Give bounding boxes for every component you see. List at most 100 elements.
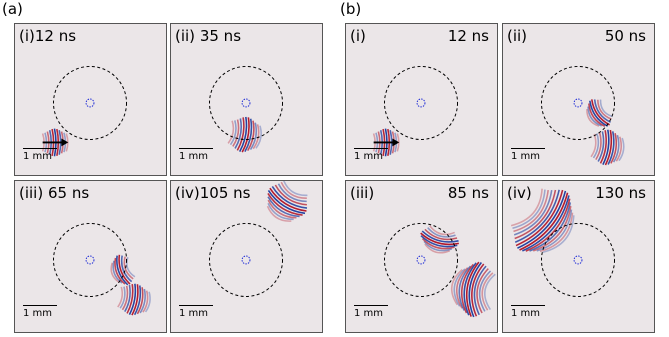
wave-packet	[420, 225, 459, 254]
wavefront	[590, 99, 610, 126]
wave-packet	[227, 116, 262, 153]
wavefront	[423, 240, 453, 252]
wavefront	[597, 99, 612, 120]
wavefront	[121, 285, 129, 311]
wavefront	[420, 232, 459, 246]
wavefront	[274, 184, 307, 206]
wavefront	[277, 183, 307, 203]
wavefront	[126, 257, 136, 278]
wavefront	[241, 117, 250, 153]
panel-tag: (i)	[350, 27, 366, 45]
panel-tag: (iii)	[19, 184, 44, 202]
wavefront	[468, 262, 482, 318]
scale-bar	[179, 305, 213, 306]
wavefront	[267, 202, 294, 221]
wavefront	[513, 189, 549, 233]
wave-packet	[590, 129, 625, 166]
wavefront	[266, 205, 292, 222]
wavefront	[587, 106, 602, 127]
wavefront	[514, 189, 557, 240]
panel-time: 35 ns	[199, 27, 242, 45]
wave-field-svg	[52, 222, 151, 316]
wavefront	[124, 284, 131, 313]
panel-tag: (ii)	[175, 27, 196, 45]
wavefront	[586, 109, 600, 127]
wavefront	[599, 99, 613, 118]
panel-tag: (i)	[19, 27, 35, 45]
wavefront	[522, 195, 570, 252]
boundary-ring	[208, 65, 284, 140]
wavefront	[473, 265, 487, 316]
panel-tag: (iv)	[175, 184, 200, 202]
boundary-ring	[540, 65, 616, 140]
boundary-ring	[52, 222, 128, 297]
wavefront	[144, 291, 151, 313]
wavefront	[117, 286, 124, 308]
boundary-ring	[383, 222, 459, 297]
wavefront	[116, 255, 129, 286]
wavefront	[463, 262, 477, 316]
wavefront	[142, 290, 149, 313]
wave-field-svg	[208, 181, 308, 297]
wavefront	[267, 193, 303, 216]
wavefront	[244, 118, 253, 153]
wavefront	[232, 119, 240, 147]
panel-a-iii: (iii) 65 ns 1 mm	[14, 180, 167, 333]
wave-packet	[451, 261, 496, 318]
boundary-ring	[540, 222, 616, 297]
wavefront	[592, 133, 600, 159]
wavefront	[267, 199, 297, 219]
wavefront	[529, 202, 572, 252]
wavefront	[429, 225, 455, 236]
scale-label: 1 mm	[511, 151, 541, 162]
wave-field-svg	[372, 65, 459, 157]
wavefront	[269, 187, 307, 212]
wavefront	[110, 262, 120, 284]
wavefront	[514, 189, 560, 243]
scale-label: 1 mm	[511, 308, 541, 319]
wavefront	[427, 227, 456, 238]
core-circle	[416, 98, 426, 108]
panel-tag: (iv)	[507, 184, 532, 202]
wavefront	[512, 189, 546, 230]
wavefront	[267, 190, 306, 215]
wavefront	[476, 268, 489, 314]
wavefront	[227, 120, 235, 144]
core-circle	[85, 98, 95, 108]
wavefront	[456, 267, 469, 309]
wave-packet	[266, 181, 308, 222]
wavefront	[465, 261, 480, 317]
wave-packet	[117, 283, 151, 316]
scale-label: 1 mm	[354, 151, 384, 162]
wavefront	[481, 272, 494, 311]
wavefront	[604, 129, 613, 166]
panel-a-iv: (iv)105 ns 1 mm	[170, 180, 323, 333]
wavefront	[513, 190, 553, 236]
core-circle	[85, 255, 95, 265]
core-circle	[241, 98, 251, 108]
wavefront	[593, 99, 611, 123]
wavefront	[484, 273, 496, 310]
wave-field-svg	[41, 65, 128, 157]
panel-time: 105 ns	[199, 184, 251, 202]
wavefront	[271, 185, 308, 209]
wavefront	[610, 133, 618, 164]
wavefront	[114, 257, 126, 285]
scale-label: 1 mm	[23, 151, 53, 162]
scale-bar	[354, 148, 388, 149]
wavefront	[515, 189, 564, 247]
panel-tag: (ii)	[507, 27, 528, 45]
scale-label: 1 mm	[354, 308, 384, 319]
scale-label: 1 mm	[179, 151, 209, 162]
wavefront	[131, 284, 139, 316]
wavefront	[128, 283, 137, 316]
panel-time: 12 ns	[447, 27, 489, 45]
wavefront	[229, 120, 237, 146]
panel-b-iv: (iv) 130 ns 1 mm	[502, 180, 655, 333]
group-label-a: (a)	[2, 0, 23, 18]
wavefront	[249, 122, 258, 150]
panel-time: 12 ns	[34, 27, 77, 45]
wavefront	[421, 237, 455, 250]
wavefront	[589, 100, 609, 127]
wavefront	[112, 260, 123, 284]
